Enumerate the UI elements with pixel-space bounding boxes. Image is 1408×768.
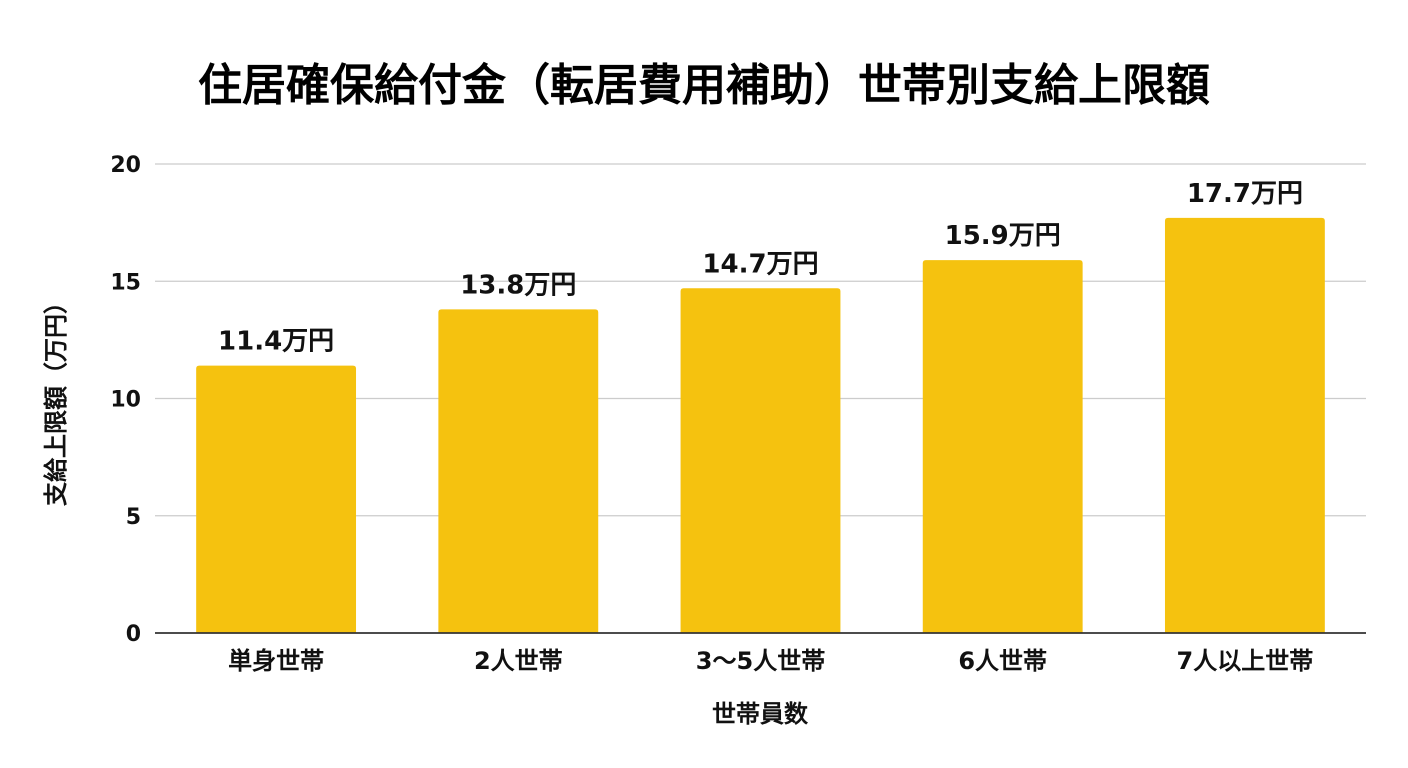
y-tick-label: 20 <box>110 153 141 178</box>
data-label: 14.7万円 <box>702 249 818 279</box>
data-label: 13.8万円 <box>460 270 576 300</box>
y-tick-label: 10 <box>110 388 141 413</box>
x-tick-label: 3〜5人世帯 <box>696 647 825 675</box>
x-axis: 単身世帯 2人世帯 3〜5人世帯 6人世帯 7人以上世帯 <box>155 632 1366 675</box>
data-label: 17.7万円 <box>1187 179 1303 209</box>
data-label: 15.9万円 <box>945 221 1061 251</box>
bars <box>196 217 1325 633</box>
chart-title: 住居確保給付金（転居費用補助）世帯別支給上限額 <box>198 60 1210 111</box>
bar <box>1164 217 1325 633</box>
x-tick-label: 7人以上世帯 <box>1177 647 1314 675</box>
x-tick-label: 6人世帯 <box>958 647 1047 675</box>
bar <box>922 260 1083 633</box>
y-axis: 0 5 10 15 20 <box>110 153 141 647</box>
x-tick-label: 2人世帯 <box>474 647 563 675</box>
x-axis-title: 世帯員数 <box>712 700 809 728</box>
bar <box>438 309 599 633</box>
y-axis-title: 支給上限額（万円） <box>42 290 70 506</box>
y-tick-label: 0 <box>126 622 141 647</box>
y-tick-label: 15 <box>110 270 141 295</box>
data-labels: 11.4万円 13.8万円 14.7万円 15.9万円 17.7万円 <box>218 179 1303 357</box>
data-label: 11.4万円 <box>218 327 334 357</box>
y-tick-label: 5 <box>126 505 141 530</box>
bar <box>680 288 841 633</box>
bar <box>196 365 357 633</box>
x-tick-label: 単身世帯 <box>228 647 324 675</box>
